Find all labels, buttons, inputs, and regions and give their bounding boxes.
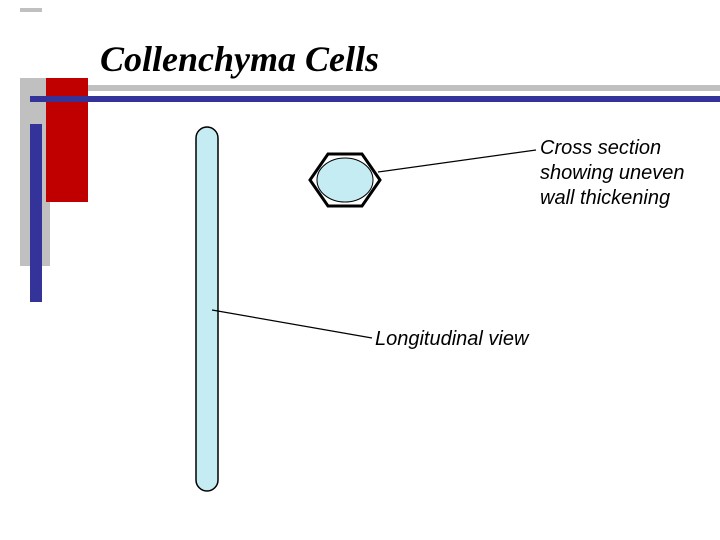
label-cross-section: Cross section showing uneven wall thicke… xyxy=(540,136,690,211)
label-longitudinal: Longitudinal view xyxy=(375,328,528,351)
page-title: Collenchyma Cells xyxy=(100,38,379,80)
decor-blue-underline xyxy=(30,96,720,102)
longitudinal-cell-diagram xyxy=(195,126,219,492)
longitudinal-cell-shape xyxy=(196,127,218,491)
decor-blue-vertical xyxy=(30,124,42,302)
hexagon-inner-lumen xyxy=(317,158,373,202)
decor-gray-underline xyxy=(20,85,720,91)
cross-section-diagram xyxy=(300,150,390,210)
decor-gray-dash xyxy=(20,8,42,12)
leader-lines xyxy=(0,0,720,540)
leader-cross-section xyxy=(378,150,536,172)
leader-longitudinal xyxy=(212,310,372,338)
